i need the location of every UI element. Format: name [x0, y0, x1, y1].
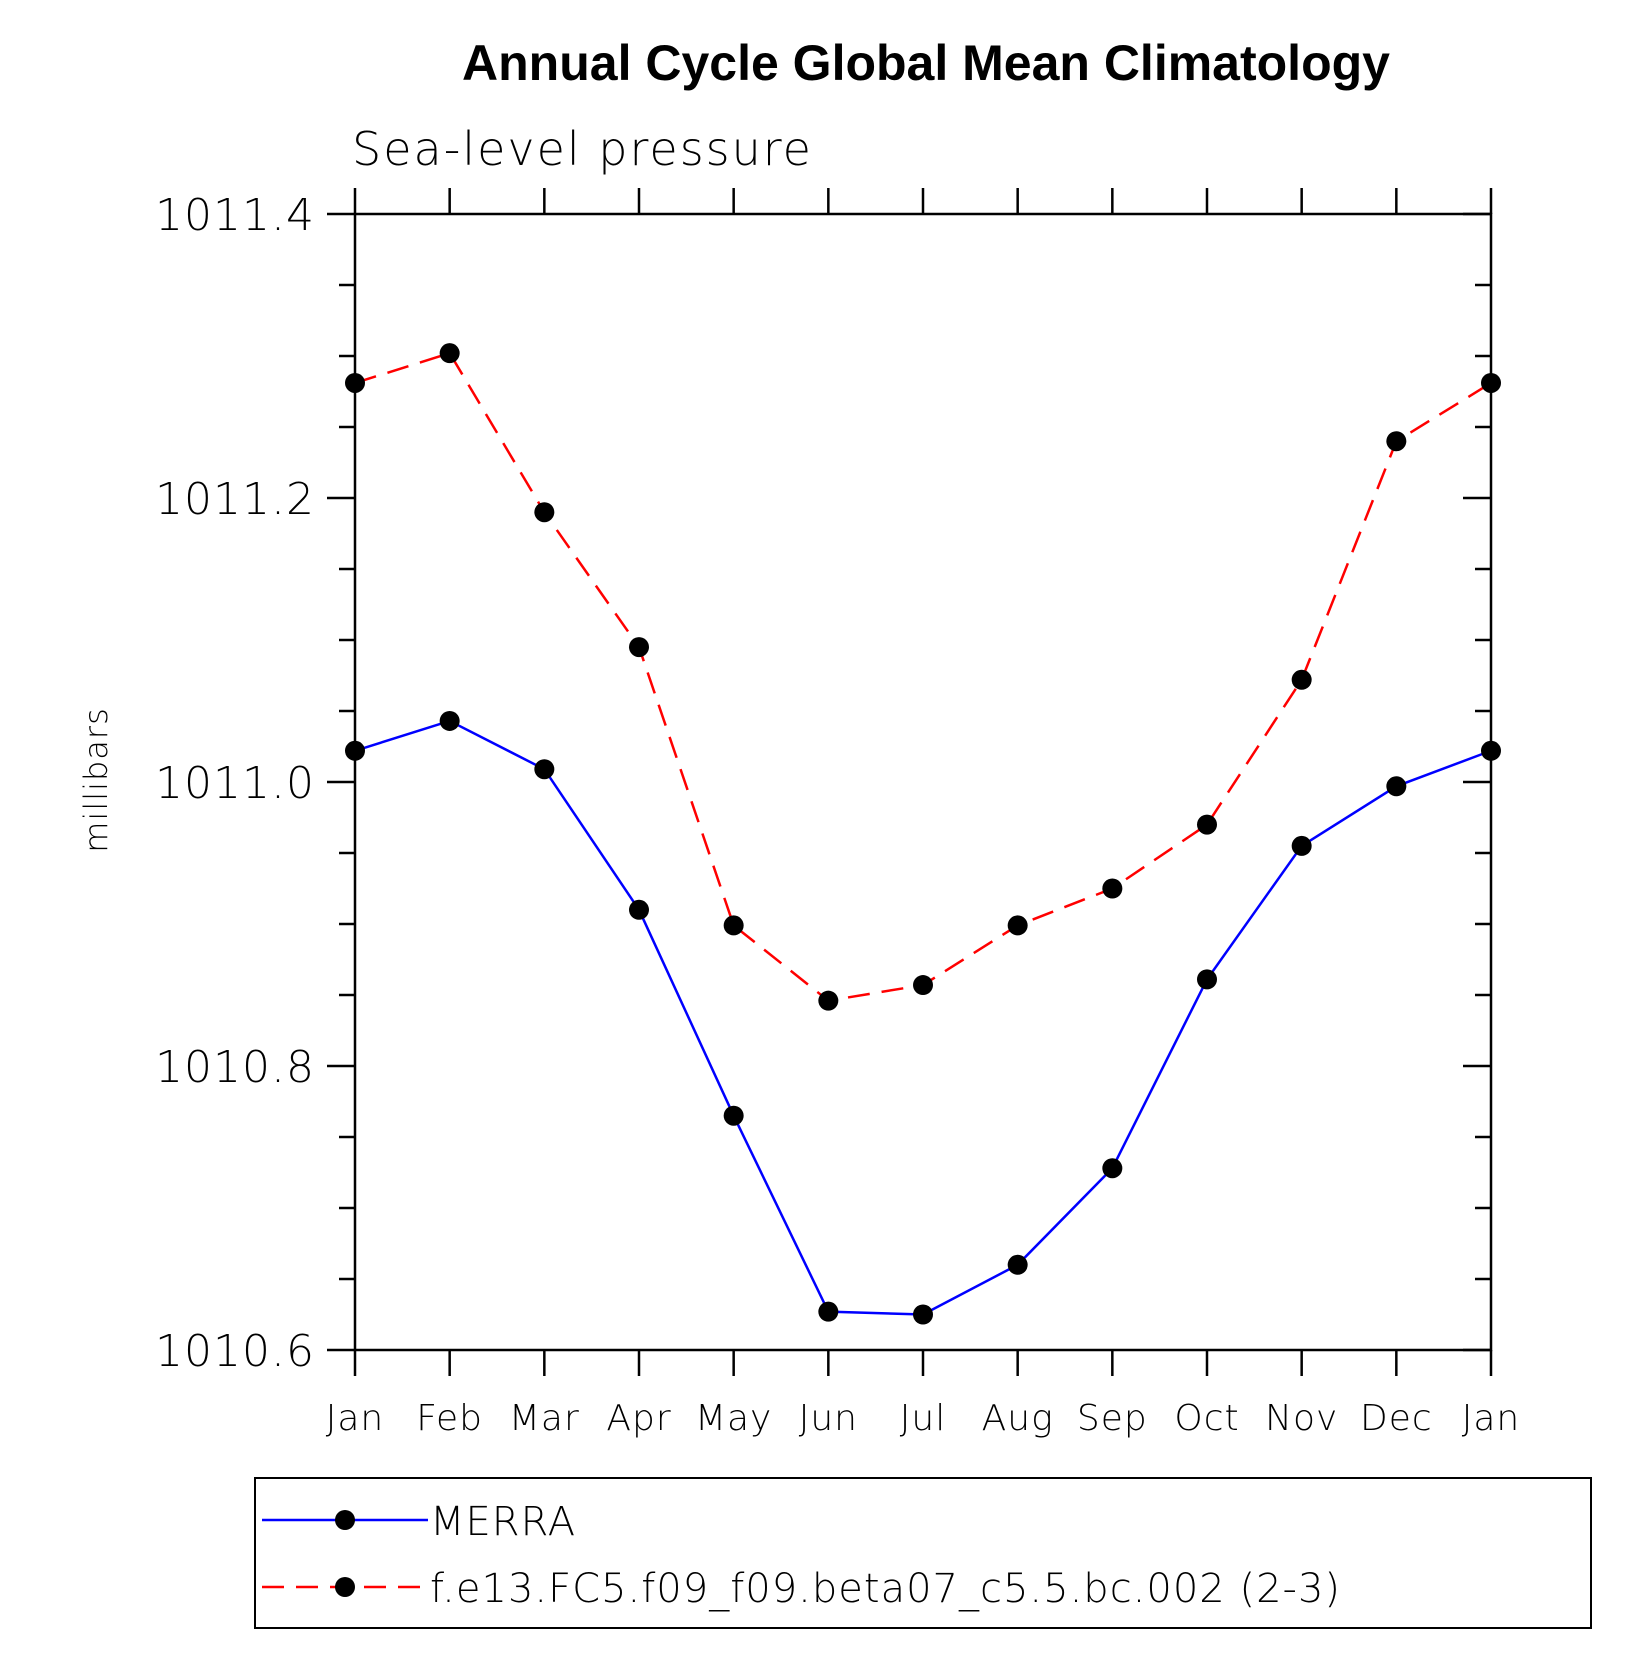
axis-ticks — [327, 188, 1493, 1376]
y-tick-labels: 1010.6 1010.8 1011.0 1011.2 1011.4 — [155, 190, 315, 1377]
data-point — [345, 740, 365, 761]
x-tick-label: May — [695, 1398, 772, 1439]
data-point — [723, 915, 744, 936]
data-point — [723, 1105, 744, 1126]
x-tick-label: Jul — [900, 1398, 946, 1439]
data-point — [1102, 1158, 1123, 1179]
data-point — [818, 990, 839, 1011]
y-tick-label: 1010.8 — [155, 1042, 315, 1093]
data-point — [1197, 969, 1217, 990]
series-1 — [345, 710, 1501, 1325]
x-tick-label: Nov — [1265, 1398, 1338, 1439]
chart-title: Annual Cycle Global Mean Climatology — [462, 35, 1390, 91]
data-point — [1386, 431, 1407, 452]
data-point — [1291, 669, 1312, 690]
series-line — [354, 719, 1492, 1316]
x-tick-label: Jun — [799, 1398, 858, 1439]
x-tick-label: Jan — [1462, 1398, 1521, 1439]
data-point — [1102, 878, 1123, 899]
data-point — [1197, 814, 1217, 835]
data-point — [534, 502, 555, 523]
y-tick-label: 1010.6 — [155, 1326, 315, 1377]
x-tick-label: Sep — [1077, 1398, 1148, 1439]
legend-item-2: f.e13.FC5.f09_f09.beta07_c5.5.bc.002 (2-… — [262, 1566, 1341, 1612]
y-tick-label: 1011.2 — [155, 474, 315, 525]
data-point — [913, 975, 933, 996]
legend-label: f.e13.FC5.f09_f09.beta07_c5.5.bc.002 (2-… — [430, 1566, 1341, 1612]
data-point — [1481, 740, 1501, 761]
series-line — [354, 351, 1492, 1003]
chart-subtitle: Sea-level pressure — [352, 122, 813, 176]
data-point — [534, 759, 555, 780]
x-tick-labels: Jan Feb Mar Apr May Jun Jul Aug Sep Oct Nov Dec Jan — [326, 1398, 1521, 1439]
data-point — [439, 710, 460, 731]
x-tick-label: Feb — [416, 1398, 483, 1439]
data-point — [629, 899, 649, 920]
y-tick-label: 1011.0 — [155, 758, 315, 809]
data-point — [1007, 1254, 1028, 1275]
legend: MERRA f.e13.FC5.f09_f09.beta07_c5.5.bc.00… — [262, 1499, 1341, 1612]
series-layer — [345, 343, 1501, 1325]
data-point — [1007, 915, 1028, 936]
x-tick-label: Apr — [606, 1398, 671, 1439]
x-tick-label: Oct — [1174, 1398, 1239, 1439]
legend-marker — [335, 1577, 355, 1597]
x-tick-label: Dec — [1360, 1398, 1433, 1439]
y-axis-label: millibars — [77, 707, 115, 852]
y-tick-label: 1011.4 — [155, 190, 315, 241]
legend-label: MERRA — [430, 1499, 576, 1545]
legend-marker — [335, 1510, 355, 1530]
data-point — [629, 637, 649, 658]
plot-frame — [353, 212, 1493, 1352]
legend-item-1: MERRA — [262, 1499, 576, 1545]
legend-box — [254, 1477, 1592, 1629]
x-tick-label: Mar — [509, 1398, 580, 1439]
data-point — [1481, 372, 1501, 393]
data-point — [818, 1301, 839, 1322]
x-tick-label: Aug — [982, 1398, 1054, 1439]
data-point — [1291, 835, 1312, 856]
x-tick-label: Jan — [326, 1398, 385, 1439]
data-point — [439, 343, 460, 364]
data-point — [1386, 776, 1407, 797]
data-point — [913, 1304, 933, 1325]
data-point — [345, 372, 365, 393]
series-2 — [345, 343, 1501, 1011]
